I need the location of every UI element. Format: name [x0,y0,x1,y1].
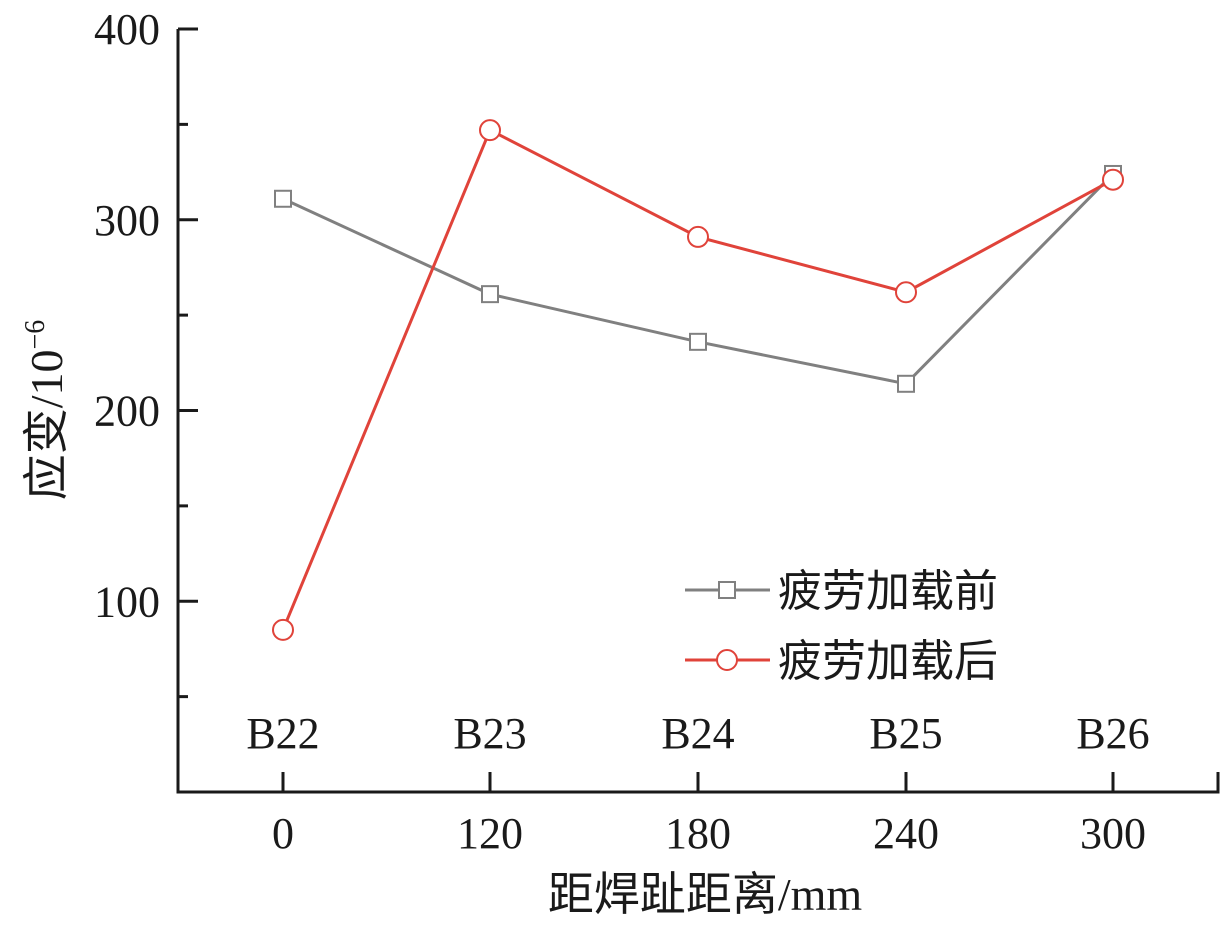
series-line [281,128,1114,631]
category-label: B25 [869,709,942,758]
data-point [479,119,501,142]
legend-item: 疲劳加载前 [685,567,998,616]
series-line [282,172,1115,386]
y-tick-label: 400 [94,5,160,54]
data-point [895,281,917,304]
series-group [272,119,1124,641]
data-point [687,225,709,248]
y-tick-label: 200 [94,387,160,436]
y-tick-label: 300 [94,196,160,245]
data-point [689,332,707,351]
legend-label: 疲劳加载后 [778,637,998,686]
category-label: B22 [246,709,319,758]
legend-circle-marker [716,649,738,671]
y-axis-label: 应变/10−6 [20,320,72,501]
category-label: B26 [1076,709,1149,758]
data-point [897,374,915,393]
series-2 [272,119,1124,641]
svg-text:应变/10−6: 应变/10−6 [20,320,72,501]
data-point [1102,168,1124,191]
x-tick-label: 0 [272,809,294,858]
x-tick-label: 300 [1080,809,1146,858]
category-label: B24 [661,709,734,758]
data-point [481,285,499,304]
y-tick-label: 100 [94,577,160,626]
x-tick-label: 240 [873,809,939,858]
x-tick-label: 120 [457,809,523,858]
y-axis-label-exponent: −6 [20,320,51,350]
axes: 100 200 300 400 0 B22 120 B23 180 B24 240 B25 300 B26 [94,5,1220,858]
legend-item: 疲劳加载后 [685,637,998,686]
data-point [272,618,294,641]
data-point [274,189,292,208]
x-axis-label: 距焊趾距离/mm [548,869,863,920]
series-1 [274,164,1122,393]
legend-label: 疲劳加载前 [778,567,998,616]
legend-square-marker [718,581,736,599]
category-label: B23 [453,709,526,758]
y-axis-label-text: 应变/10 [21,350,72,501]
x-tick-label: 180 [665,809,731,858]
